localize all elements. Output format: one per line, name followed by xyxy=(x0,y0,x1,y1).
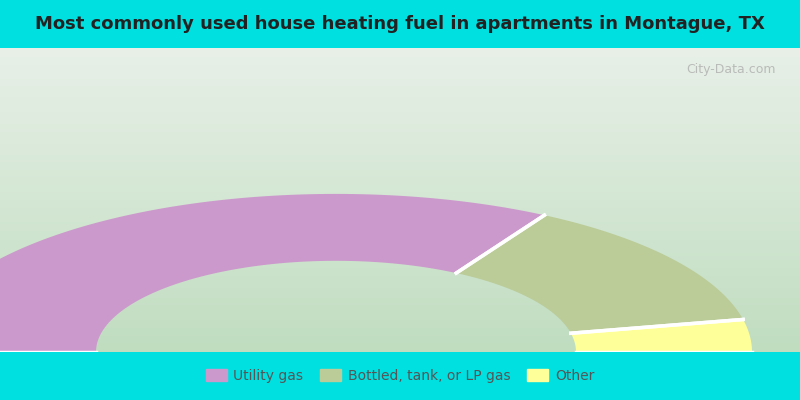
Text: Most commonly used house heating fuel in apartments in Montague, TX: Most commonly used house heating fuel in… xyxy=(35,15,765,33)
Polygon shape xyxy=(456,215,743,333)
Polygon shape xyxy=(0,194,544,352)
Legend: Utility gas, Bottled, tank, or LP gas, Other: Utility gas, Bottled, tank, or LP gas, O… xyxy=(206,369,594,383)
Polygon shape xyxy=(571,320,752,352)
Text: City-Data.com: City-Data.com xyxy=(686,63,776,76)
